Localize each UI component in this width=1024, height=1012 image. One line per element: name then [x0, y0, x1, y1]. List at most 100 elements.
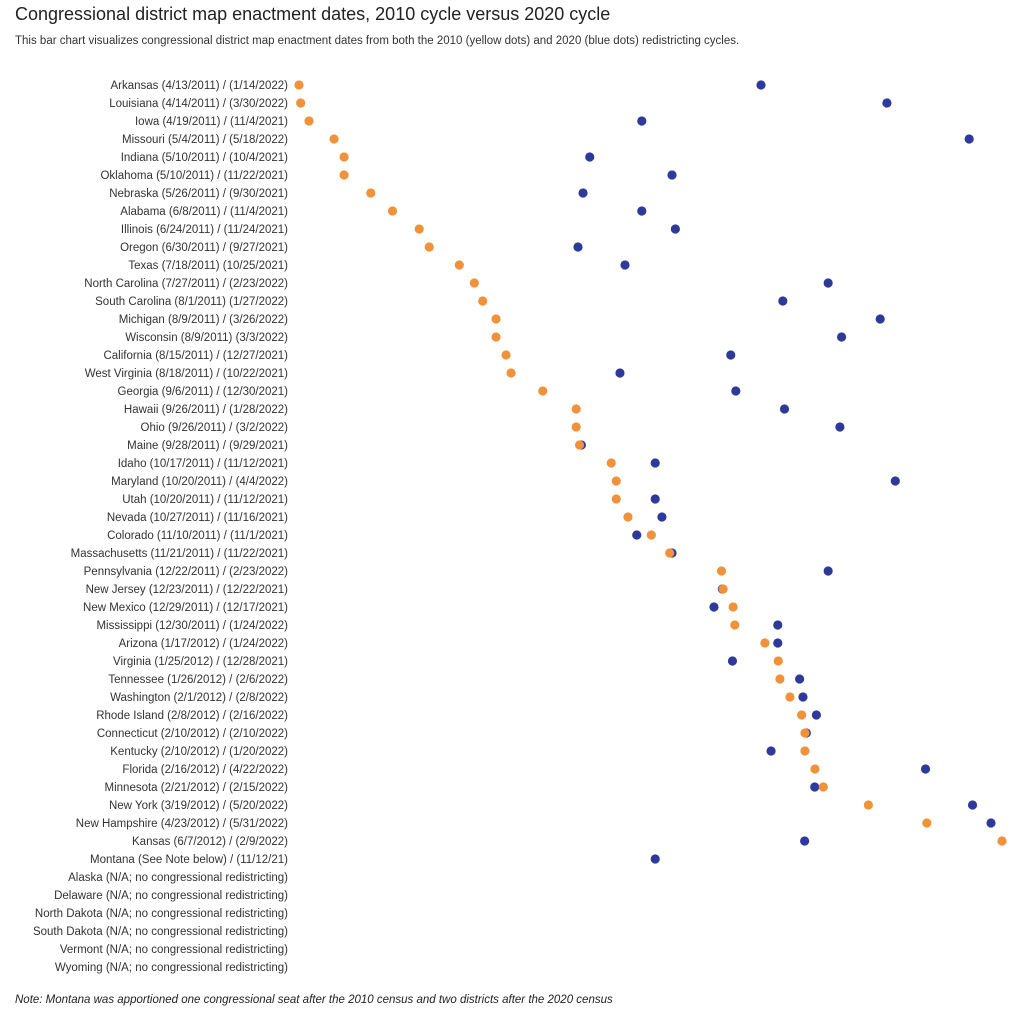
dot-2010[interactable]	[773, 656, 783, 666]
dot-2020[interactable]	[800, 836, 810, 846]
dot-2020[interactable]	[667, 170, 677, 180]
dot-2010[interactable]	[491, 314, 501, 324]
row-label: Colorado (11/10/2011) / (11/1/2021)	[107, 530, 288, 542]
dot-2020[interactable]	[823, 566, 833, 576]
dot-2010[interactable]	[800, 746, 810, 756]
row-label: Michigan (8/9/2011) / (3/26/2022)	[119, 314, 288, 326]
dot-2010[interactable]	[646, 530, 656, 540]
dot-2010[interactable]	[501, 350, 511, 360]
dot-2010[interactable]	[387, 206, 398, 216]
dot-2020[interactable]	[798, 692, 808, 702]
dot-2010[interactable]	[478, 296, 488, 306]
dot-2010[interactable]	[797, 710, 807, 720]
row-label: Kansas (6/7/2012) / (2/9/2022)	[132, 836, 288, 848]
dot-2010[interactable]	[491, 332, 501, 342]
dot-2020[interactable]	[890, 476, 900, 486]
dot-2010[interactable]	[623, 512, 633, 522]
dot-2010[interactable]	[469, 278, 479, 288]
dot-2020[interactable]	[811, 710, 821, 720]
dot-2020[interactable]	[836, 332, 847, 342]
dot-2010[interactable]	[339, 170, 349, 180]
dot-2020[interactable]	[650, 494, 660, 504]
dot-2010[interactable]	[294, 80, 304, 90]
dot-2020[interactable]	[620, 260, 630, 270]
dot-2010[interactable]	[304, 116, 314, 126]
dot-2020[interactable]	[823, 278, 833, 288]
dot-2010[interactable]	[611, 494, 621, 504]
row-label: Nebraska (5/26/2011) / (9/30/2021)	[109, 188, 288, 200]
dot-2010[interactable]	[506, 368, 516, 378]
dot-2010[interactable]	[665, 548, 675, 558]
dot-2020[interactable]	[964, 134, 974, 144]
dot-2010[interactable]	[810, 764, 820, 774]
dot-2010[interactable]	[296, 98, 306, 108]
dot-2020[interactable]	[795, 674, 805, 684]
dot-2010[interactable]	[571, 404, 581, 414]
dot-2020[interactable]	[726, 350, 736, 360]
dot-2020[interactable]	[920, 764, 931, 774]
dot-2010[interactable]	[800, 728, 810, 738]
dot-2010[interactable]	[414, 224, 424, 234]
dot-2010[interactable]	[760, 638, 770, 648]
dot-2020[interactable]	[578, 188, 588, 198]
row-label: Tennessee (1/26/2012) / (2/6/2022)	[108, 674, 288, 686]
dot-2020[interactable]	[573, 242, 583, 252]
dot-2020[interactable]	[766, 746, 776, 756]
dot-2010[interactable]	[611, 476, 621, 486]
row-label: Georgia (9/6/2011) / (12/30/2021)	[118, 386, 289, 398]
dot-2010[interactable]	[818, 782, 828, 792]
dot-2020[interactable]	[731, 386, 741, 396]
row-label: Pennsylvania (12/22/2011) / (2/23/2022)	[84, 566, 289, 578]
dot-2010[interactable]	[730, 620, 740, 630]
dot-2010[interactable]	[716, 566, 727, 576]
dot-2010[interactable]	[922, 818, 932, 828]
dot-chart: Arkansas (4/13/2011) / (1/14/2022) Louisi…	[33, 80, 1007, 974]
dot-2020[interactable]	[773, 620, 783, 630]
dot-2020[interactable]	[615, 368, 625, 378]
dot-2020[interactable]	[875, 314, 885, 324]
row-label: Montana (See Note below) / (11/12/21)	[90, 854, 288, 866]
dot-2010[interactable]	[863, 800, 874, 810]
row-label: Hawaii (9/26/2011) / (1/28/2022)	[124, 404, 288, 416]
dot-2010[interactable]	[997, 836, 1007, 846]
dot-2010[interactable]	[424, 242, 434, 252]
dot-2010[interactable]	[606, 458, 616, 468]
dot-2010[interactable]	[571, 422, 581, 432]
dot-2010[interactable]	[329, 134, 339, 144]
dot-2020[interactable]	[637, 116, 647, 126]
dot-2020[interactable]	[637, 206, 647, 216]
dot-2020[interactable]	[657, 512, 667, 522]
dot-2010[interactable]	[454, 260, 464, 270]
row-label: Indiana (5/10/2011) / (10/4/2021)	[121, 152, 288, 164]
dot-2020[interactable]	[835, 422, 845, 432]
dot-2020[interactable]	[882, 98, 892, 108]
dot-2020[interactable]	[727, 656, 738, 666]
row-label: Massachusetts (11/21/2011) / (11/22/2021…	[71, 548, 289, 560]
dot-2020[interactable]	[778, 296, 788, 306]
dot-2010[interactable]	[366, 188, 376, 198]
dot-2020[interactable]	[810, 782, 820, 792]
row-label: North Carolina (7/27/2011) / (2/23/2022)	[84, 278, 288, 290]
dot-2010[interactable]	[538, 386, 548, 396]
row-label: South Dakota (N/A; no congressional redi…	[33, 926, 288, 938]
row-label: Minnesota (2/21/2012) / (2/15/2022)	[105, 782, 289, 794]
dot-2020[interactable]	[967, 800, 978, 810]
dot-2010[interactable]	[718, 584, 728, 594]
dot-2020[interactable]	[670, 224, 680, 234]
dot-2020[interactable]	[709, 602, 719, 612]
dot-2010[interactable]	[339, 152, 349, 162]
dot-2020[interactable]	[632, 530, 642, 540]
row-label: Rhode Island (2/8/2012) / (2/16/2022)	[96, 710, 288, 722]
dot-2020[interactable]	[756, 80, 766, 90]
dot-2020[interactable]	[773, 638, 783, 648]
dot-2010[interactable]	[574, 440, 585, 450]
dot-2020[interactable]	[650, 458, 660, 468]
dot-2010[interactable]	[728, 602, 738, 612]
dot-2010[interactable]	[775, 674, 785, 684]
dot-2010[interactable]	[785, 692, 795, 702]
dot-2020[interactable]	[779, 404, 790, 414]
dot-2020[interactable]	[986, 818, 996, 828]
dot-2020[interactable]	[585, 152, 595, 162]
row-label: Idaho (10/17/2011) / (11/12/2021)	[118, 458, 288, 470]
dot-2020[interactable]	[650, 854, 660, 864]
